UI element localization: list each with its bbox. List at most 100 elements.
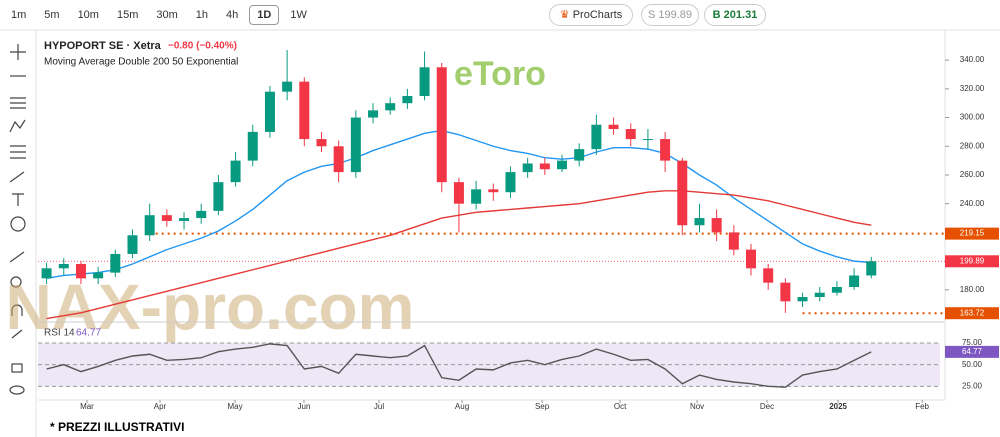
candle-body (849, 275, 860, 287)
y-tick-label: 240.00 (960, 199, 985, 208)
last-price-label: 199.89 (960, 256, 985, 265)
level-tag (945, 227, 999, 240)
candle-body (230, 160, 241, 183)
candle-body (505, 172, 516, 193)
x-tick-label: Aug (455, 402, 469, 411)
interval-button[interactable]: 10m (77, 9, 99, 21)
level-label: 219.15 (960, 229, 985, 238)
last-price-tag (945, 255, 999, 268)
candle-body (350, 117, 361, 173)
toolbar: 1m 5m 10m 15m 30m 1h 4h 1D 1W (0, 0, 1000, 30)
x-tick-label: 2025 (829, 402, 847, 411)
buy-button[interactable]: B 201.31 (704, 4, 766, 26)
candle-body (41, 268, 52, 279)
x-tick-label: Jul (374, 402, 384, 411)
footer-note: * PREZZI ILLUSTRATIVI (50, 420, 184, 434)
y-tick-label: 25.00 (962, 381, 983, 390)
interval-button[interactable]: 1D (249, 5, 280, 25)
candle-body (213, 182, 224, 211)
y-tick-label: 50.00 (962, 360, 983, 369)
rsi-line (46, 343, 872, 388)
candle-body (625, 129, 636, 140)
y-tick-label: 75.00 (962, 338, 983, 347)
candle-body (316, 139, 327, 147)
candle-body (608, 124, 619, 130)
candle-body (58, 264, 69, 269)
x-tick-label: Mar (80, 402, 94, 411)
rsi-tag (945, 345, 999, 358)
x-tick-label: Nov (690, 402, 704, 411)
interval-button[interactable]: 4h (226, 9, 239, 21)
candle-body (471, 189, 482, 204)
watermark: eToro (454, 55, 546, 93)
y-tick-label: 340.00 (960, 55, 985, 64)
interval-button[interactable]: 1h (195, 9, 209, 21)
candle-body (814, 292, 825, 298)
candle-body (746, 249, 757, 269)
candle-body (419, 67, 430, 96)
x-tick-label: Jun (298, 402, 311, 411)
x-tick-label: Apr (154, 402, 167, 411)
candle-body (574, 149, 585, 161)
candle-body (93, 272, 104, 279)
candle-body (711, 218, 722, 233)
sell-button[interactable]: S 199.89 (641, 4, 699, 26)
level-label: 163.72 (960, 308, 985, 317)
x-tick-label: Oct (614, 402, 627, 411)
candle-body (797, 297, 808, 302)
watermark: NAX-pro.com (6, 271, 415, 343)
x-tick-label: May (228, 402, 243, 411)
candle-body (780, 282, 791, 302)
rsi-label: RSI 14 (44, 328, 75, 339)
y-tick-label: 320.00 (960, 84, 985, 93)
interval-button[interactable]: 1W (290, 9, 307, 21)
candle-body (539, 163, 550, 170)
interval-button[interactable]: 30m (156, 9, 178, 21)
candle-body (728, 232, 739, 250)
left-tools[interactable] (9, 44, 26, 395)
interval-button[interactable]: 5m (44, 9, 60, 21)
candle-body (402, 96, 413, 104)
candle-body (282, 81, 293, 92)
y-tick-label: 300.00 (960, 113, 985, 122)
candle-body (144, 215, 155, 236)
candle-body (179, 218, 190, 221)
moving-average (46, 129, 872, 280)
candle-body (385, 103, 396, 111)
candle-body (488, 189, 499, 193)
y-tick-label: 180.00 (960, 285, 985, 294)
candle-body (694, 218, 705, 226)
candle-body (522, 163, 533, 173)
y-tick-label: 280.00 (960, 141, 985, 150)
candle-body (247, 131, 258, 161)
candle-body (75, 264, 86, 279)
candle-body (110, 253, 121, 273)
y-tick-label: 260.00 (960, 170, 985, 179)
candle-body (196, 210, 207, 219)
candle-body (368, 110, 379, 118)
rsi-tag-label: 64.77 (962, 347, 983, 356)
interval-button[interactable]: 1m (11, 9, 27, 21)
rsi-value: 64.77 (76, 328, 101, 339)
procharts-label: ProCharts (572, 9, 623, 21)
candle-body (333, 146, 344, 173)
candle-body (831, 286, 842, 293)
candle-body (866, 261, 877, 276)
candle-body (453, 182, 464, 204)
procharts-button[interactable]: ♛ ProCharts (549, 4, 633, 26)
candle-body (660, 139, 671, 161)
chart-title: HYPOPORT SE · Xetra (44, 40, 162, 52)
x-tick-label: Sep (535, 402, 550, 411)
x-tick-label: Dec (760, 402, 774, 411)
level-tag (945, 307, 999, 320)
candle-body (299, 81, 310, 140)
candle-body (264, 91, 275, 132)
candle-body (642, 139, 653, 141)
price-change: −0.80 (−0.40%) (168, 41, 237, 52)
x-tick-label: Feb (915, 402, 929, 411)
candle-body (677, 160, 688, 226)
interval-button[interactable]: 15m (116, 9, 139, 21)
candle-body (591, 124, 602, 150)
